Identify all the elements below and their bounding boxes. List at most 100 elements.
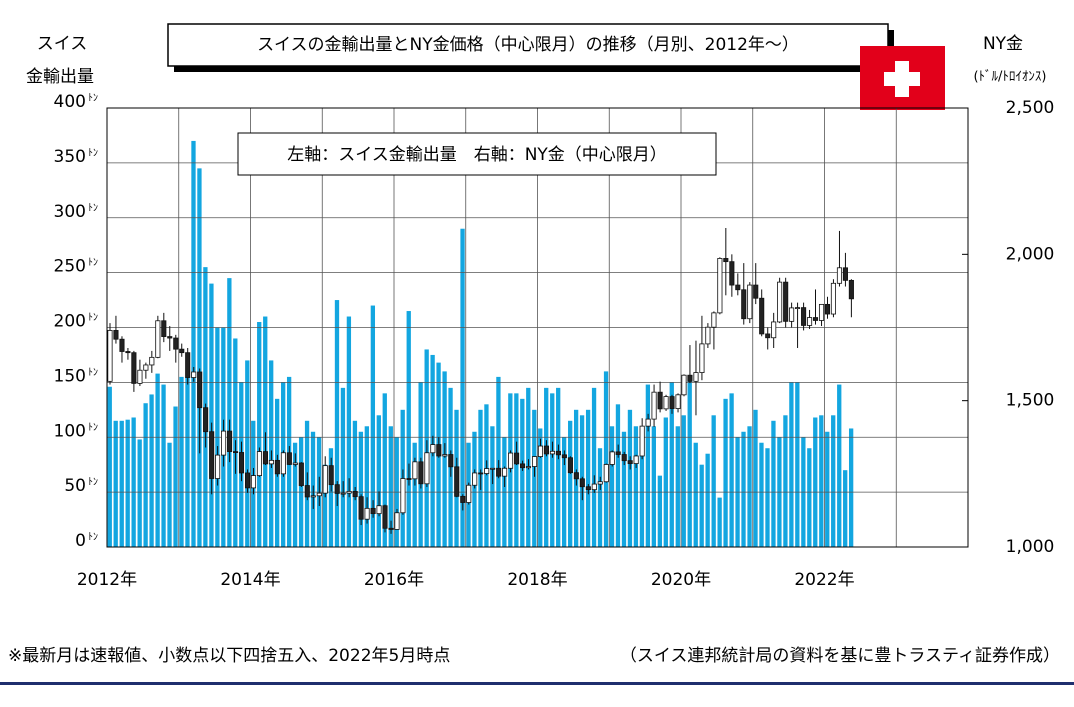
candle-body bbox=[693, 372, 699, 382]
bar bbox=[663, 417, 668, 547]
candle-body bbox=[376, 505, 382, 515]
bar bbox=[681, 415, 686, 547]
y-tick-label: 300 bbox=[54, 202, 86, 222]
candle-body bbox=[543, 445, 549, 455]
bar bbox=[532, 409, 537, 547]
candle-body bbox=[645, 418, 651, 427]
bar bbox=[292, 442, 298, 547]
candle-body bbox=[681, 374, 687, 396]
candle-body bbox=[795, 307, 801, 309]
bar bbox=[484, 404, 489, 547]
candle-body bbox=[603, 464, 609, 483]
bar bbox=[322, 464, 328, 547]
y-tick-unit: ﾄﾝ bbox=[88, 367, 98, 378]
candle-body bbox=[113, 330, 119, 340]
candle-body bbox=[490, 467, 496, 470]
flag-cross bbox=[884, 72, 920, 86]
bar bbox=[717, 497, 722, 547]
bar bbox=[843, 470, 848, 547]
candle-body bbox=[609, 451, 615, 465]
candle-body bbox=[591, 483, 597, 491]
bar bbox=[747, 426, 752, 547]
candle-body bbox=[789, 307, 795, 322]
bar bbox=[550, 393, 555, 547]
candle-body bbox=[663, 396, 669, 410]
bar bbox=[173, 406, 178, 547]
candle-body bbox=[466, 484, 472, 503]
bar bbox=[143, 403, 148, 547]
candle-body bbox=[824, 303, 831, 315]
candle-body bbox=[621, 454, 627, 462]
candle-body bbox=[537, 445, 544, 457]
bar bbox=[352, 420, 358, 547]
y-tick-label: 200 bbox=[54, 312, 86, 332]
bar bbox=[556, 387, 561, 547]
x-tick-label: 2020年 bbox=[651, 570, 711, 590]
candle-body bbox=[370, 507, 376, 515]
y-tick-unit: ﾄﾝ bbox=[88, 148, 98, 159]
candle-body bbox=[364, 507, 370, 520]
candle-body bbox=[567, 457, 573, 474]
bar bbox=[227, 278, 232, 547]
bar bbox=[621, 431, 627, 547]
candle-body bbox=[292, 462, 298, 465]
bar bbox=[209, 283, 214, 547]
bar bbox=[568, 420, 573, 547]
bar bbox=[693, 442, 698, 547]
bar bbox=[585, 409, 591, 547]
candle-body bbox=[442, 454, 448, 457]
bar bbox=[490, 426, 495, 547]
y-axis-label: 金輸出量 bbox=[26, 67, 94, 87]
candle-body bbox=[549, 450, 556, 455]
candle-body bbox=[579, 478, 585, 488]
candle-body bbox=[771, 321, 777, 339]
x-tick-label: 2012年 bbox=[77, 570, 137, 590]
candle-body bbox=[316, 492, 322, 497]
bar bbox=[783, 415, 788, 547]
y-tick-unit: ﾄﾝ bbox=[88, 258, 98, 269]
candle-body bbox=[753, 284, 759, 299]
candle-body bbox=[274, 459, 280, 475]
candle-body bbox=[615, 451, 621, 455]
bar bbox=[460, 228, 465, 547]
swiss-flag bbox=[860, 46, 945, 110]
bar bbox=[819, 415, 824, 547]
bar bbox=[705, 453, 710, 547]
candle-body bbox=[705, 326, 711, 345]
footnote: ※最新月は速報値、小数点以下四捨五入、2022年5月時点 bbox=[8, 646, 450, 666]
bar bbox=[627, 409, 633, 547]
bar bbox=[633, 426, 639, 547]
bar bbox=[603, 371, 609, 547]
y2-axis-label: (ﾄﾞﾙ/ﾄﾛｲｵﾝｽ) bbox=[973, 70, 1046, 85]
bar bbox=[615, 404, 621, 547]
bar bbox=[741, 431, 746, 547]
x-tick-label: 2016年 bbox=[364, 570, 424, 590]
candle-body bbox=[848, 279, 854, 300]
candle-body bbox=[454, 466, 460, 497]
y-tick-label: 0 bbox=[75, 531, 86, 551]
bar bbox=[723, 398, 728, 547]
candle-body bbox=[406, 478, 412, 480]
candle-body bbox=[400, 478, 406, 514]
bar bbox=[759, 442, 764, 547]
candle-body bbox=[262, 451, 269, 465]
candle-body bbox=[137, 369, 143, 384]
candle-body bbox=[394, 512, 400, 530]
candle-body bbox=[304, 485, 310, 498]
plot-border bbox=[106, 107, 969, 548]
candle-body bbox=[197, 371, 203, 409]
bar bbox=[442, 371, 447, 547]
bar bbox=[544, 387, 549, 547]
bar bbox=[472, 431, 477, 547]
candle-body bbox=[818, 303, 825, 321]
candle-body bbox=[669, 396, 675, 409]
y-axis-label: スイス bbox=[37, 34, 88, 54]
candle-body bbox=[651, 391, 657, 420]
bar bbox=[382, 393, 387, 547]
candle-body bbox=[812, 317, 819, 321]
candle-body bbox=[478, 472, 484, 475]
bar bbox=[675, 426, 680, 547]
x-tick-label: 2014年 bbox=[220, 570, 280, 590]
